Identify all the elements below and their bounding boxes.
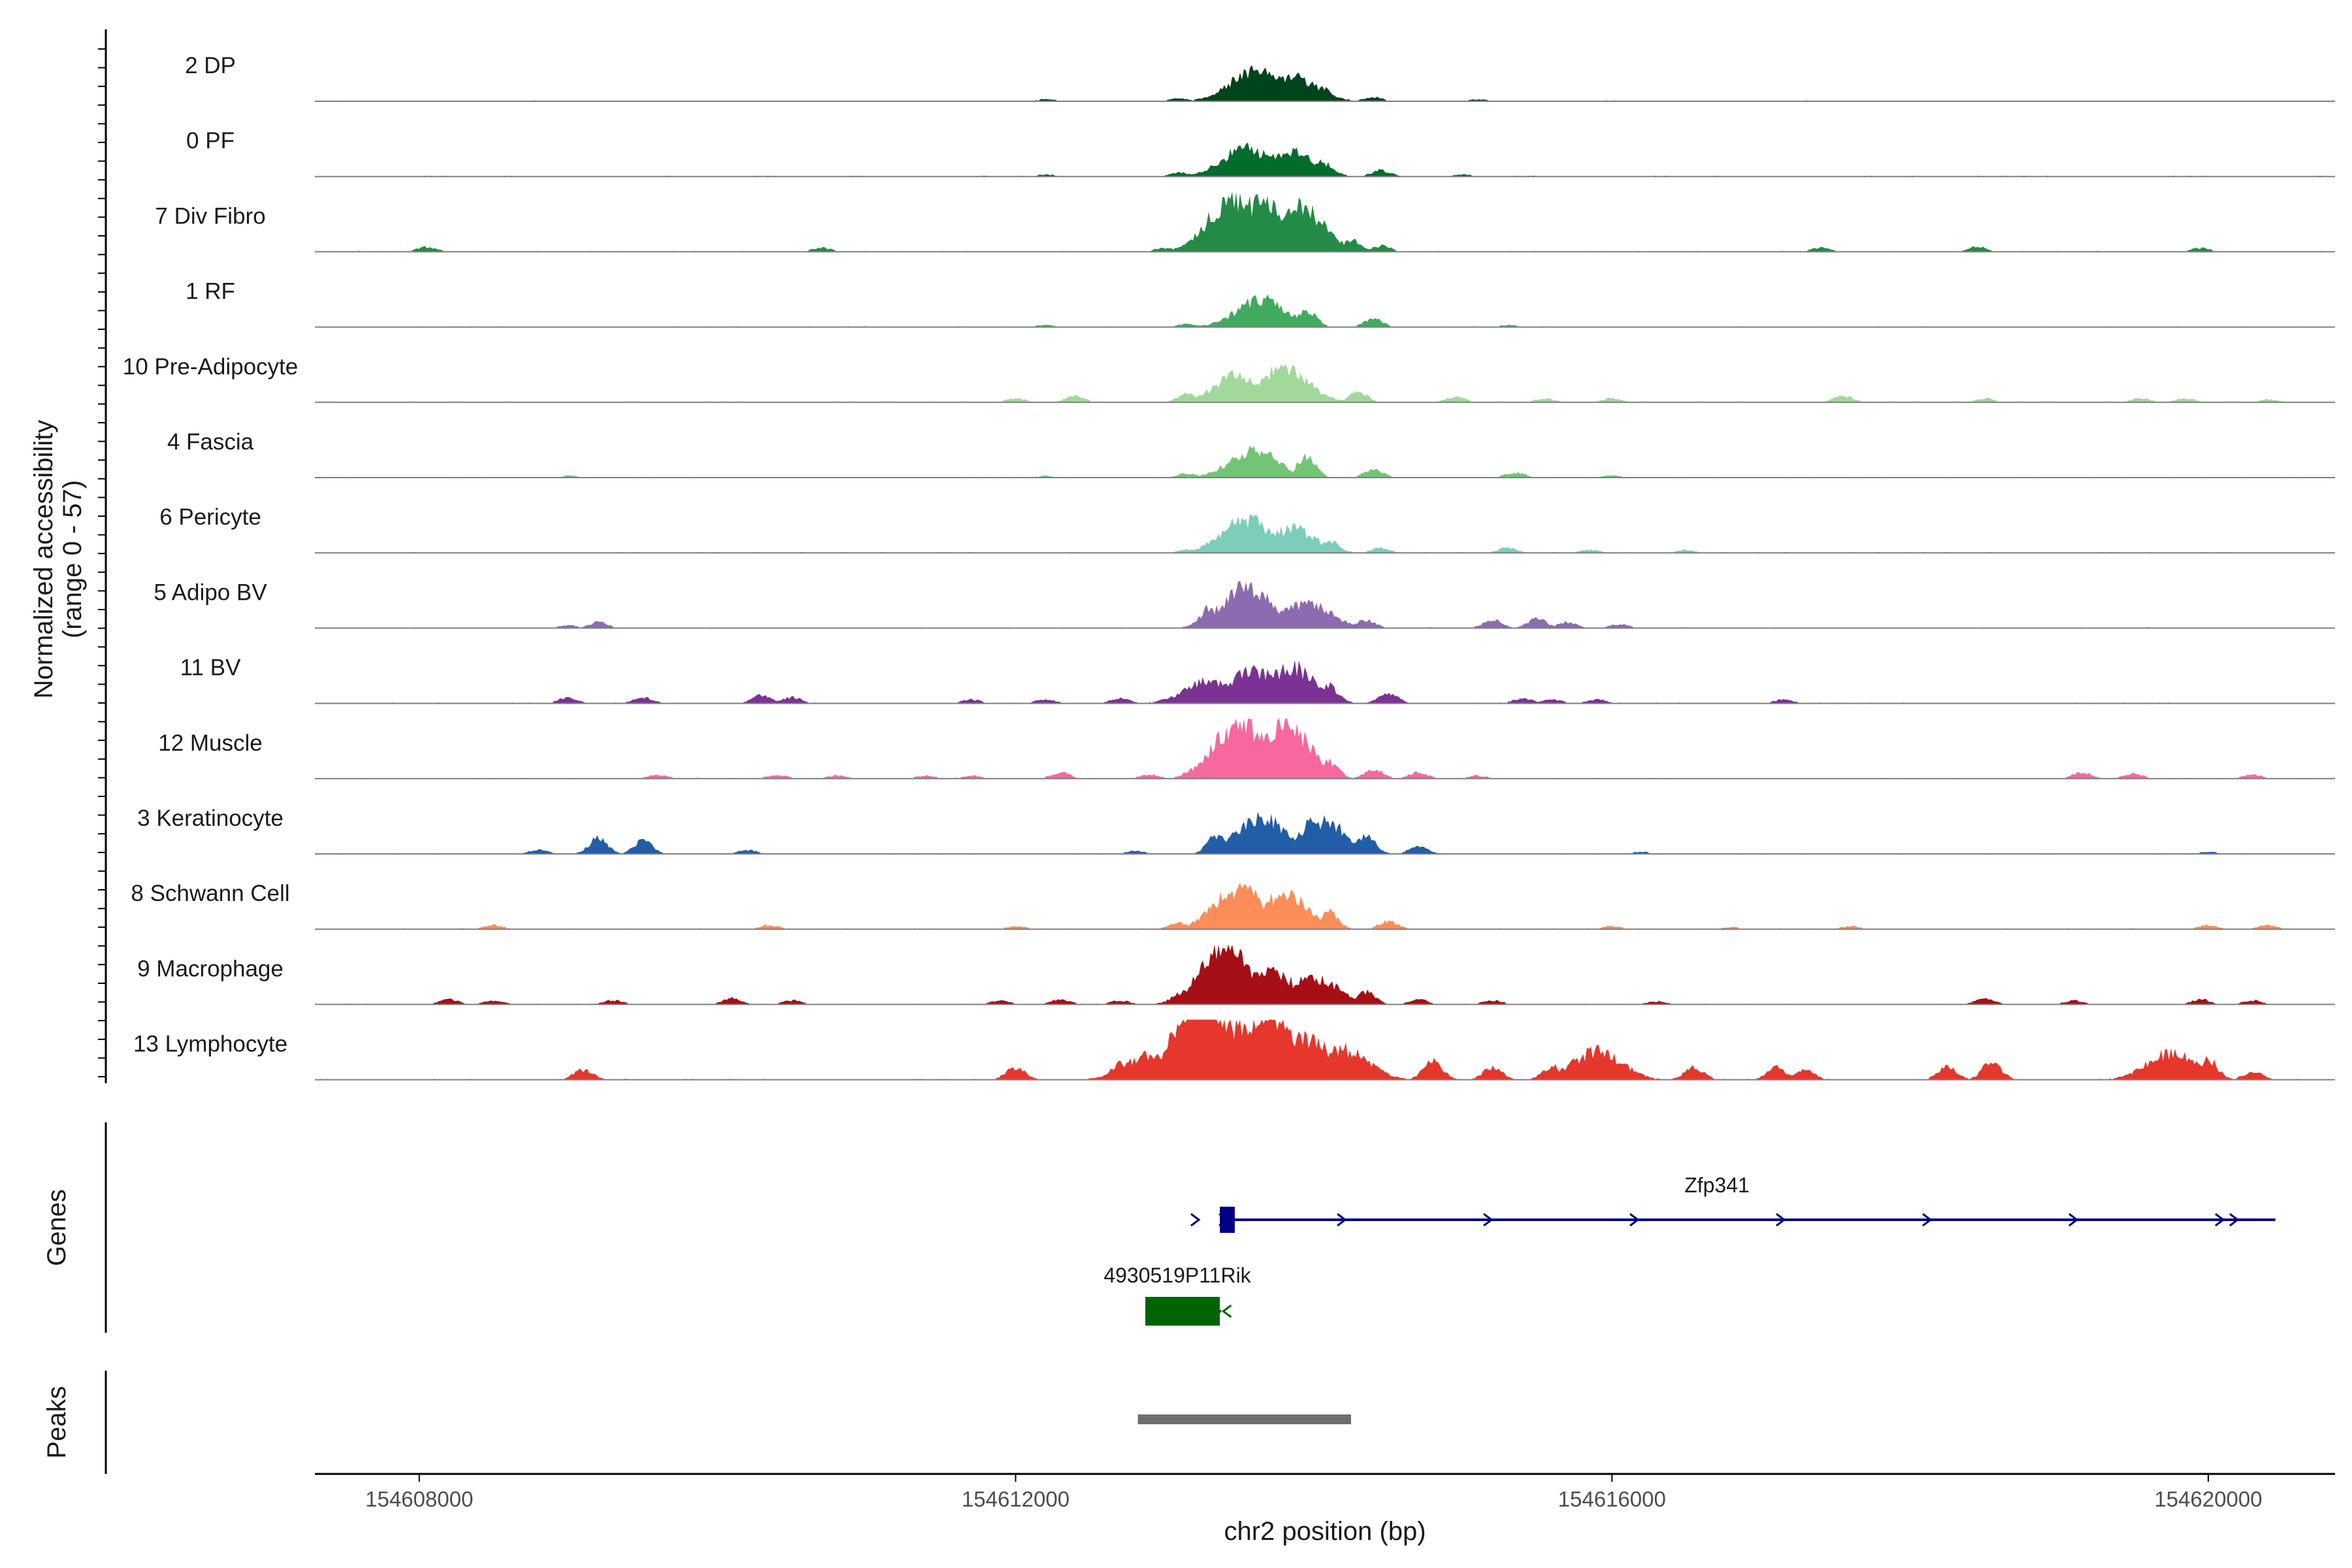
strand-arrow	[1221, 1304, 1232, 1318]
coverage-area	[315, 659, 2335, 704]
track-4-fascia: 4 Fascia	[167, 429, 2335, 478]
y-axis-title: Normalized accessibility	[29, 420, 58, 699]
track-label: 8 Schwann Cell	[131, 881, 289, 906]
track-1-rf: 1 RF	[186, 279, 2335, 328]
track-5-adipo-bv: 5 Adipo BV	[154, 580, 2335, 629]
x-axis-title: chr2 position (bp)	[1224, 1517, 1426, 1546]
track-2-dp: 2 DP	[185, 53, 2335, 102]
coverage-area	[315, 294, 2335, 327]
strand-arrow	[1629, 1213, 1640, 1227]
coverage-area	[315, 514, 2335, 553]
coverage-area	[315, 1019, 2335, 1080]
track-10-pre-adipocyte: 10 Pre-Adipocyte	[123, 354, 2335, 403]
coverage-tracks: 2 DP 0 PF 7 Div Fibro 1 RF 10 Pre-Adipocyte 4…	[123, 53, 2335, 1081]
coverage-area	[315, 811, 2335, 854]
track-label: 4 Fascia	[167, 429, 254, 455]
coverage-area	[315, 944, 2335, 1005]
peaks-track	[1137, 1414, 1351, 1424]
x-axis-ticks: 154608000 154612000 154616000 154620000	[365, 1474, 2262, 1511]
track-7-div-fibro: 7 Div Fibro	[155, 191, 2335, 253]
x-tick-label: 154616000	[1558, 1487, 1666, 1511]
strand-arrow	[1218, 1213, 1229, 1227]
track-label: 5 Adipo BV	[154, 580, 267, 605]
strand-arrow	[1190, 1213, 1201, 1227]
coverage-area	[315, 883, 2335, 930]
coverage-area	[315, 142, 2335, 177]
track-9-macrophage: 9 Macrophage	[137, 944, 2335, 1005]
gene-exon	[1145, 1297, 1220, 1326]
strand-arrow	[2068, 1213, 2079, 1227]
strand-arrow	[2215, 1213, 2225, 1227]
track-label: 13 Lymphocyte	[133, 1032, 287, 1057]
gene-zfp341: Zfp341	[1190, 1173, 2276, 1233]
gene-name-label: 4930519P11Rik	[1103, 1264, 1251, 1287]
x-tick-label: 154608000	[365, 1487, 473, 1511]
track-label: 6 Pericyte	[159, 504, 261, 530]
track-label: 2 DP	[185, 53, 236, 78]
coverage-area	[315, 364, 2335, 402]
track-0-pf: 0 PF	[186, 128, 2335, 178]
track-label: 3 Keratinocyte	[137, 806, 284, 831]
gene-name-label: Zfp341	[1684, 1173, 1750, 1197]
genes-track: Zfp341 4930519P11Rik	[1103, 1173, 2276, 1326]
track-label: 10 Pre-Adipocyte	[123, 354, 298, 380]
strand-arrow	[1337, 1213, 1347, 1227]
track-label: 11 BV	[180, 655, 241, 681]
strand-arrow	[1483, 1213, 1494, 1227]
strand-arrow	[2229, 1213, 2240, 1227]
y-axis-range-label: (range 0 - 57)	[58, 480, 87, 638]
peaks-panel-label: Peaks	[42, 1386, 71, 1458]
track-3-keratinocyte: 3 Keratinocyte	[137, 806, 2335, 855]
x-tick-label: 154620000	[2154, 1487, 2262, 1511]
coverage-area	[315, 581, 2335, 629]
track-6-pericyte: 6 Pericyte	[159, 504, 2335, 554]
coverage-area	[315, 191, 2335, 252]
track-8-schwann-cell: 8 Schwann Cell	[131, 881, 2335, 930]
gene-4930519p11rik: 4930519P11Rik	[1103, 1264, 1252, 1326]
track-label: 1 RF	[186, 279, 235, 304]
coverage-area	[315, 445, 2335, 478]
coverage-area	[315, 65, 2335, 101]
track-11-bv: 11 BV	[180, 655, 2335, 704]
track-12-muscle: 12 Muscle	[158, 718, 2335, 779]
coverage-y-ticks	[98, 48, 106, 1077]
track-label: 9 Macrophage	[137, 956, 284, 981]
track-label: 0 PF	[186, 128, 235, 154]
strand-arrow	[1776, 1213, 1786, 1227]
track-13-lymphocyte: 13 Lymphocyte	[133, 1019, 2335, 1081]
strand-arrow	[1922, 1213, 1933, 1227]
track-label: 12 Muscle	[158, 730, 263, 756]
x-tick-label: 154612000	[962, 1487, 1070, 1511]
genes-panel-label: Genes	[42, 1189, 71, 1266]
track-label: 7 Div Fibro	[155, 203, 265, 229]
peak-region	[1137, 1414, 1351, 1424]
coverage-area	[315, 718, 2335, 779]
